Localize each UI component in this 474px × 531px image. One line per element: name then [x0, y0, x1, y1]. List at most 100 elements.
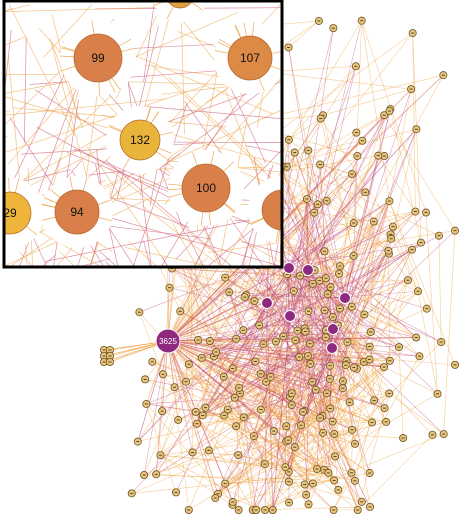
edge — [167, 340, 305, 412]
edge — [329, 378, 370, 474]
edge — [306, 198, 309, 271]
edge — [167, 340, 324, 434]
edge — [259, 155, 385, 326]
edge — [370, 221, 375, 332]
edge — [256, 264, 331, 379]
edge — [260, 367, 354, 410]
edge — [125, 247, 214, 267]
edge — [286, 274, 334, 330]
edge — [288, 267, 400, 348]
edge — [331, 234, 391, 349]
edge — [50, 41, 84, 129]
edge — [234, 328, 334, 398]
edge — [383, 366, 438, 395]
edge — [18, 157, 61, 267]
edge — [210, 150, 215, 165]
edge — [264, 302, 268, 511]
edge — [398, 347, 404, 439]
edge — [307, 269, 328, 394]
edge — [259, 325, 296, 341]
node — [54, 189, 100, 235]
edge — [209, 340, 335, 481]
edge — [105, 261, 112, 267]
edge — [146, 106, 282, 120]
edge — [194, 206, 221, 267]
edge — [331, 250, 389, 349]
edge — [288, 347, 333, 441]
edge — [4, 98, 167, 116]
edge — [289, 315, 335, 435]
edge — [308, 311, 333, 349]
edge — [332, 393, 390, 422]
edge — [272, 315, 291, 511]
edge — [160, 454, 325, 471]
edge — [234, 25, 242, 39]
edge — [345, 365, 373, 423]
edge — [4, 96, 118, 132]
edge — [146, 403, 225, 416]
edge — [151, 64, 265, 172]
edge — [224, 202, 236, 213]
edge — [111, 77, 121, 90]
edge — [356, 114, 385, 133]
edge — [332, 89, 412, 330]
edge — [167, 340, 370, 474]
inset-content: 99 107 132 100 94 29 — [3, 1, 282, 267]
edge — [319, 200, 390, 281]
edge — [167, 340, 370, 360]
edge — [209, 297, 346, 342]
node-label: 100 — [196, 181, 216, 195]
node-label: 107 — [240, 51, 260, 65]
edge — [4, 85, 205, 154]
edge — [312, 279, 408, 284]
edge — [82, 177, 88, 191]
edge — [351, 255, 354, 307]
edge — [146, 403, 177, 493]
edge — [289, 315, 400, 348]
node — [339, 292, 351, 304]
edge — [443, 230, 456, 435]
edge — [69, 176, 74, 191]
edge — [167, 340, 234, 503]
edge — [168, 183, 183, 186]
edge — [286, 274, 291, 317]
edge — [250, 217, 264, 224]
edge — [217, 328, 334, 494]
edge — [320, 164, 352, 175]
edge — [307, 155, 379, 271]
edge — [41, 203, 56, 208]
node-label: 29 — [3, 206, 17, 220]
edge — [145, 107, 151, 122]
edge — [331, 230, 456, 349]
edge — [288, 200, 327, 269]
edge — [23, 216, 48, 267]
edge — [167, 293, 328, 342]
edge — [143, 2, 155, 82]
edge — [146, 403, 239, 511]
edge — [331, 347, 385, 368]
edge — [275, 267, 290, 342]
edge — [224, 454, 239, 484]
edge — [223, 203, 235, 214]
edge — [307, 269, 341, 309]
edge — [159, 131, 174, 136]
edge — [167, 340, 347, 362]
edge — [328, 381, 344, 473]
edge — [200, 211, 204, 226]
edge — [305, 343, 311, 495]
edge — [357, 393, 390, 511]
edge — [44, 220, 250, 262]
edge — [277, 229, 280, 244]
edge — [62, 65, 76, 71]
edge — [59, 251, 76, 267]
edge — [297, 269, 309, 331]
edge — [143, 340, 169, 476]
node — [302, 264, 314, 276]
node — [119, 119, 161, 161]
edge — [295, 339, 420, 357]
edge — [158, 147, 172, 154]
edge — [220, 198, 282, 202]
edge — [202, 363, 311, 416]
edge — [185, 343, 311, 383]
